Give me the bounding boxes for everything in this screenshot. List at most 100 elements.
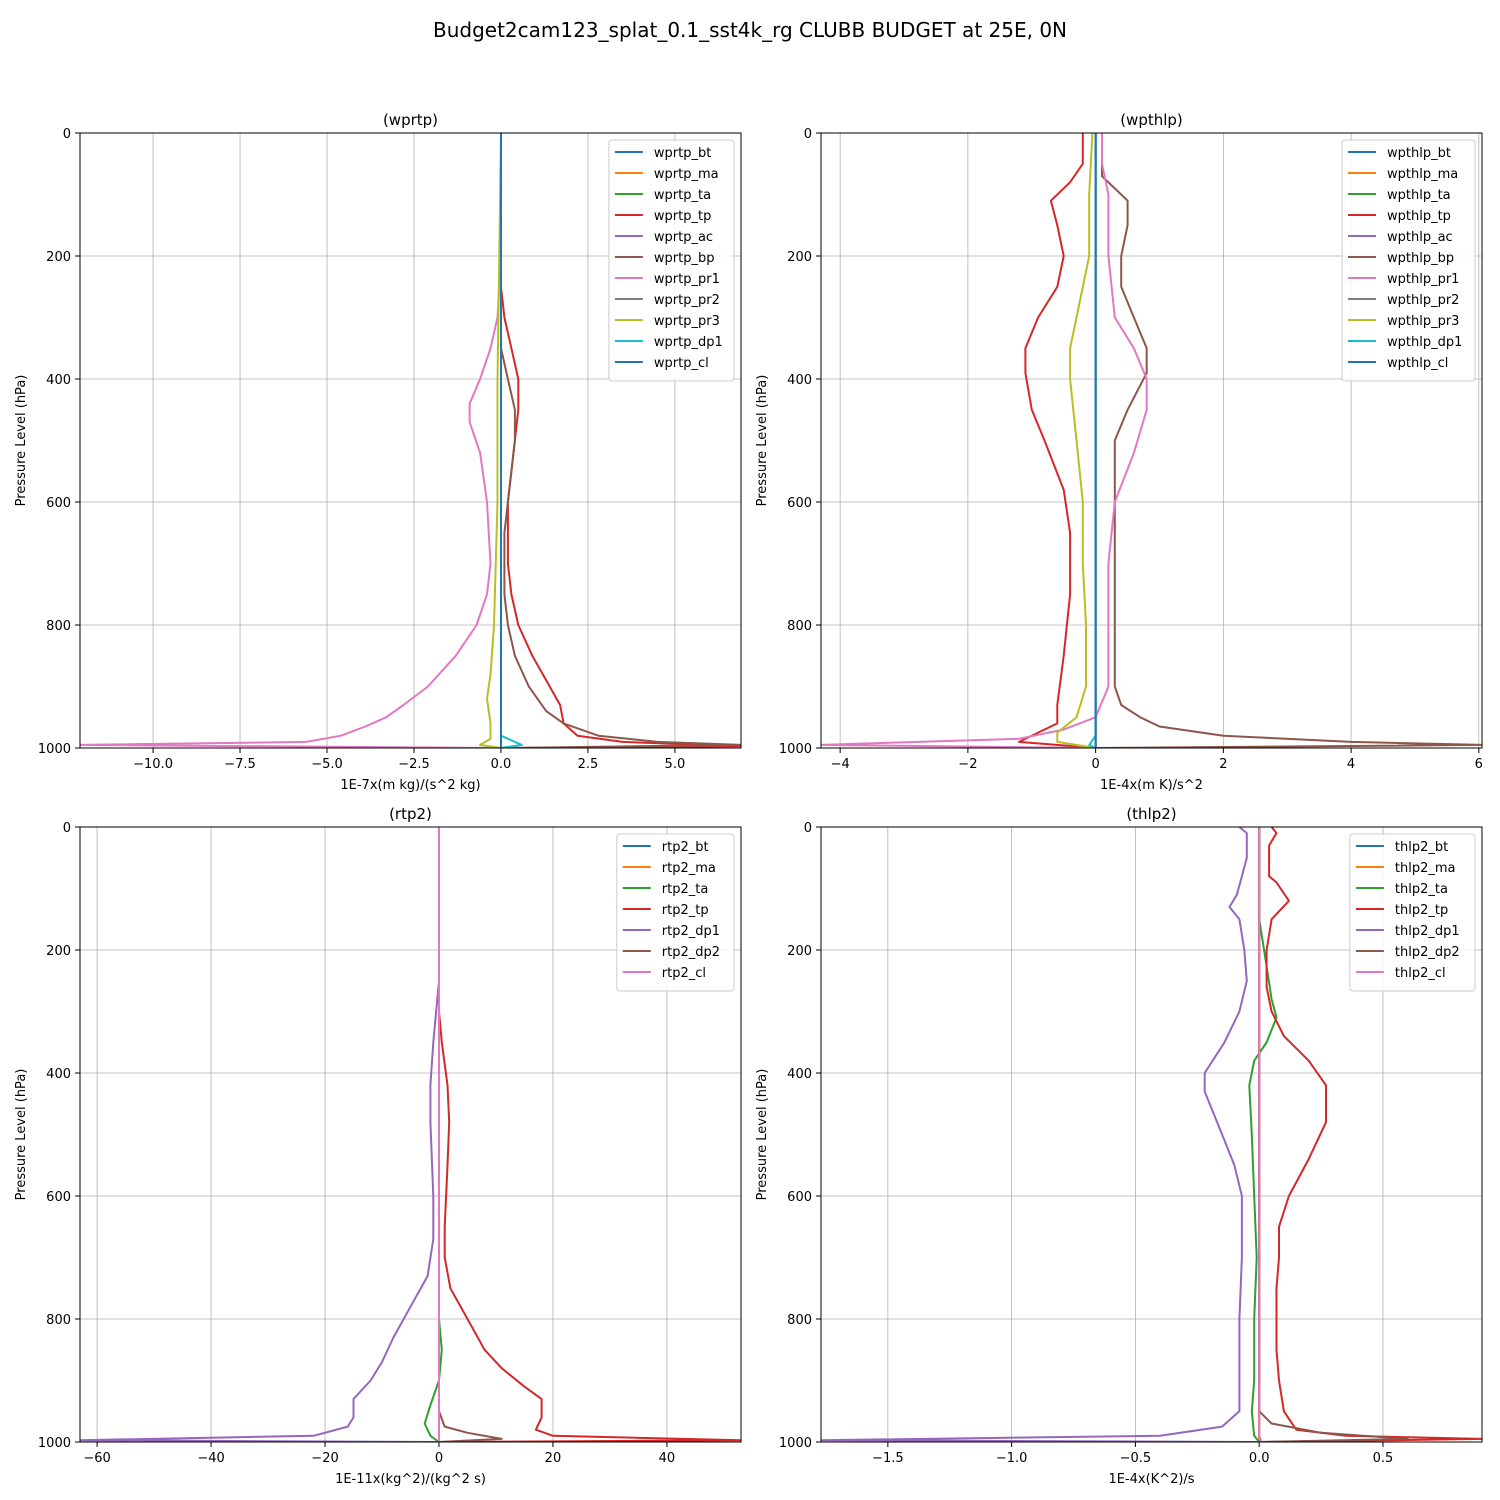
series-line-thlp2_cl	[1258, 827, 1263, 1442]
x-tick-label: 0.0	[491, 757, 512, 772]
y-tick-label: 600	[46, 496, 71, 511]
x-tick-label: 0	[435, 1451, 443, 1466]
series-line-wprtp_pr3	[479, 133, 502, 748]
y-tick-label: 1000	[779, 742, 812, 757]
series-line-rtp2_tp	[438, 827, 741, 1442]
x-tick-label: 5.0	[665, 757, 686, 772]
x-tick-label: 4	[1347, 757, 1355, 772]
y-tick-label: 400	[787, 1067, 812, 1082]
subplot-grid: −10.0 −7.5 −5.0 −2.5 0.0 2.5 5.002004006008001…	[14, 111, 1483, 1487]
subplot-3: −1.5 −1.0 −0.5 0.0 0.5 0 200 400 600 800 1000 (thlp…	[755, 805, 1483, 1487]
x-tick-label: 0.0	[1249, 1451, 1270, 1466]
subplot-title: (rtp2)	[389, 805, 432, 823]
subplot-1: −4 −2 0 2 4 6 0 200 400 600 800 1000 (wpthlp) 1E-4x(m…	[755, 111, 1483, 793]
series-line-wprtp_bp	[500, 133, 741, 748]
x-tick-label: 2.5	[578, 757, 599, 772]
legend-entry: wpthlp_cl	[1387, 356, 1448, 371]
legend-entry: thlp2_ta	[1395, 882, 1448, 897]
legend-entry: rtp2_dp2	[662, 945, 720, 960]
legend-entry: thlp2_tp	[1395, 903, 1448, 918]
legend-entry: wprtp_dp1	[654, 335, 723, 350]
axes-frame	[820, 132, 1483, 749]
legend-entry: rtp2_dp1	[662, 924, 720, 939]
legend-entry: wprtp_tp	[654, 209, 711, 224]
legend-entry: wprtp_bp	[654, 251, 715, 266]
y-tick-label: 200	[46, 944, 71, 959]
series-line-thlp2_dp1	[821, 827, 1260, 1442]
series-line-wprtp_pr1	[80, 133, 502, 748]
x-tick-label: −4	[831, 757, 850, 772]
x-tick-label: 20	[545, 1451, 562, 1466]
y-tick-label: 1000	[38, 742, 71, 757]
figure-title: Budget2cam123_splat_0.1_sst4k_rg CLUBB B…	[433, 18, 1067, 42]
series-lines	[821, 133, 1482, 748]
y-tick-label: 800	[787, 1313, 812, 1328]
series-line-rtp2_dp1	[80, 827, 440, 1442]
series-line-wpthlp_pr3	[1056, 133, 1096, 748]
series-lines	[821, 827, 1482, 1442]
y-tick-label: 0	[804, 821, 812, 836]
y-tick-label: 600	[787, 1190, 812, 1205]
x-tick-label: 6	[1475, 757, 1483, 772]
y-tick-label: 400	[46, 1067, 71, 1082]
legend-entry: thlp2_dp1	[1395, 924, 1460, 939]
legend-entry: wprtp_pr2	[654, 293, 720, 308]
x-tick-label: −2	[958, 757, 977, 772]
y-tick-label: 0	[804, 127, 812, 142]
series-line-wpthlp_tp	[1018, 133, 1096, 748]
legend-entry: wprtp_ma	[654, 167, 719, 182]
legend-entry: rtp2_bt	[662, 840, 709, 855]
y-tick-label: 1000	[779, 1436, 812, 1451]
series-line-wprtp_tp	[500, 133, 741, 748]
x-tick-label: −0.5	[1120, 1451, 1152, 1466]
x-tick-label: −1.0	[996, 1451, 1028, 1466]
y-tick-label: 600	[787, 496, 812, 511]
x-tick-label: 0	[1091, 757, 1099, 772]
x-tick-label: −7.5	[224, 757, 256, 772]
x-tick-label: −40	[197, 1451, 224, 1466]
legend-entry: wpthlp_bt	[1387, 146, 1451, 161]
legend-entry: wpthlp_pr1	[1387, 272, 1459, 287]
x-tick-label: −20	[311, 1451, 338, 1466]
series-line-thlp2_tp	[1259, 827, 1482, 1442]
x-axis-label: 1E-4x(m K)/s^2	[1100, 778, 1203, 793]
x-tick-label: 40	[659, 1451, 676, 1466]
legend-entry: wpthlp_tp	[1387, 209, 1451, 224]
series-line-thlp2_ta	[1248, 827, 1278, 1442]
legend-entry: wprtp_pr1	[654, 272, 720, 287]
y-tick-label: 1000	[38, 1436, 71, 1451]
y-axis-label: Pressure Level (hPa)	[14, 1069, 29, 1201]
y-axis-label: Pressure Level (hPa)	[755, 1069, 770, 1201]
y-tick-label: 0	[63, 821, 71, 836]
x-tick-label: 2	[1219, 757, 1227, 772]
legend: wpthlp_bt wpthlp_ma wpthlp_ta wpthlp_tpwpth…	[1341, 139, 1476, 382]
x-axis-label: 1E-4x(K^2)/s	[1108, 1472, 1194, 1487]
legend-entry: wprtp_ta	[654, 188, 711, 203]
y-tick-label: 800	[46, 619, 71, 634]
y-tick-label: 800	[46, 1313, 71, 1328]
x-tick-label: −2.5	[398, 757, 430, 772]
axes-frame	[79, 132, 742, 749]
y-axis-label: Pressure Level (hPa)	[755, 375, 770, 507]
legend-entry: wpthlp_bp	[1387, 251, 1454, 266]
legend-entry: rtp2_cl	[662, 966, 706, 981]
x-tick-label: −5.0	[311, 757, 343, 772]
x-axis-label: 1E-7x(m kg)/(s^2 kg)	[340, 778, 480, 793]
legend-entry: thlp2_dp2	[1395, 945, 1460, 960]
legend-entry: wpthlp_ma	[1387, 167, 1458, 182]
legend-entry: wpthlp_pr3	[1387, 314, 1459, 329]
y-tick-label: 400	[46, 373, 71, 388]
legend: wprtp_bt wprtp_ma wprtp_ta wprtp_tp wprtp_ac…	[608, 139, 735, 382]
y-tick-label: 200	[787, 250, 812, 265]
y-tick-label: 200	[787, 944, 812, 959]
x-tick-label: −10.0	[133, 757, 173, 772]
legend-entry: thlp2_ma	[1395, 861, 1456, 876]
series-line-wpthlp_bp	[1095, 133, 1482, 748]
x-axis-label: 1E-11x(kg^2)/(kg^2 s)	[335, 1472, 486, 1487]
subplot-2: −60 −40 −20 0 20 4002004006008001000(rtp2)1E-…	[14, 805, 742, 1487]
legend-entry: wpthlp_dp1	[1387, 335, 1462, 350]
series-lines	[80, 827, 741, 1442]
y-tick-label: 600	[46, 1190, 71, 1205]
legend: thlp2_bt thlp2_ma thlp2_ta thlp2_tp thlp2_dp…	[1349, 833, 1476, 992]
